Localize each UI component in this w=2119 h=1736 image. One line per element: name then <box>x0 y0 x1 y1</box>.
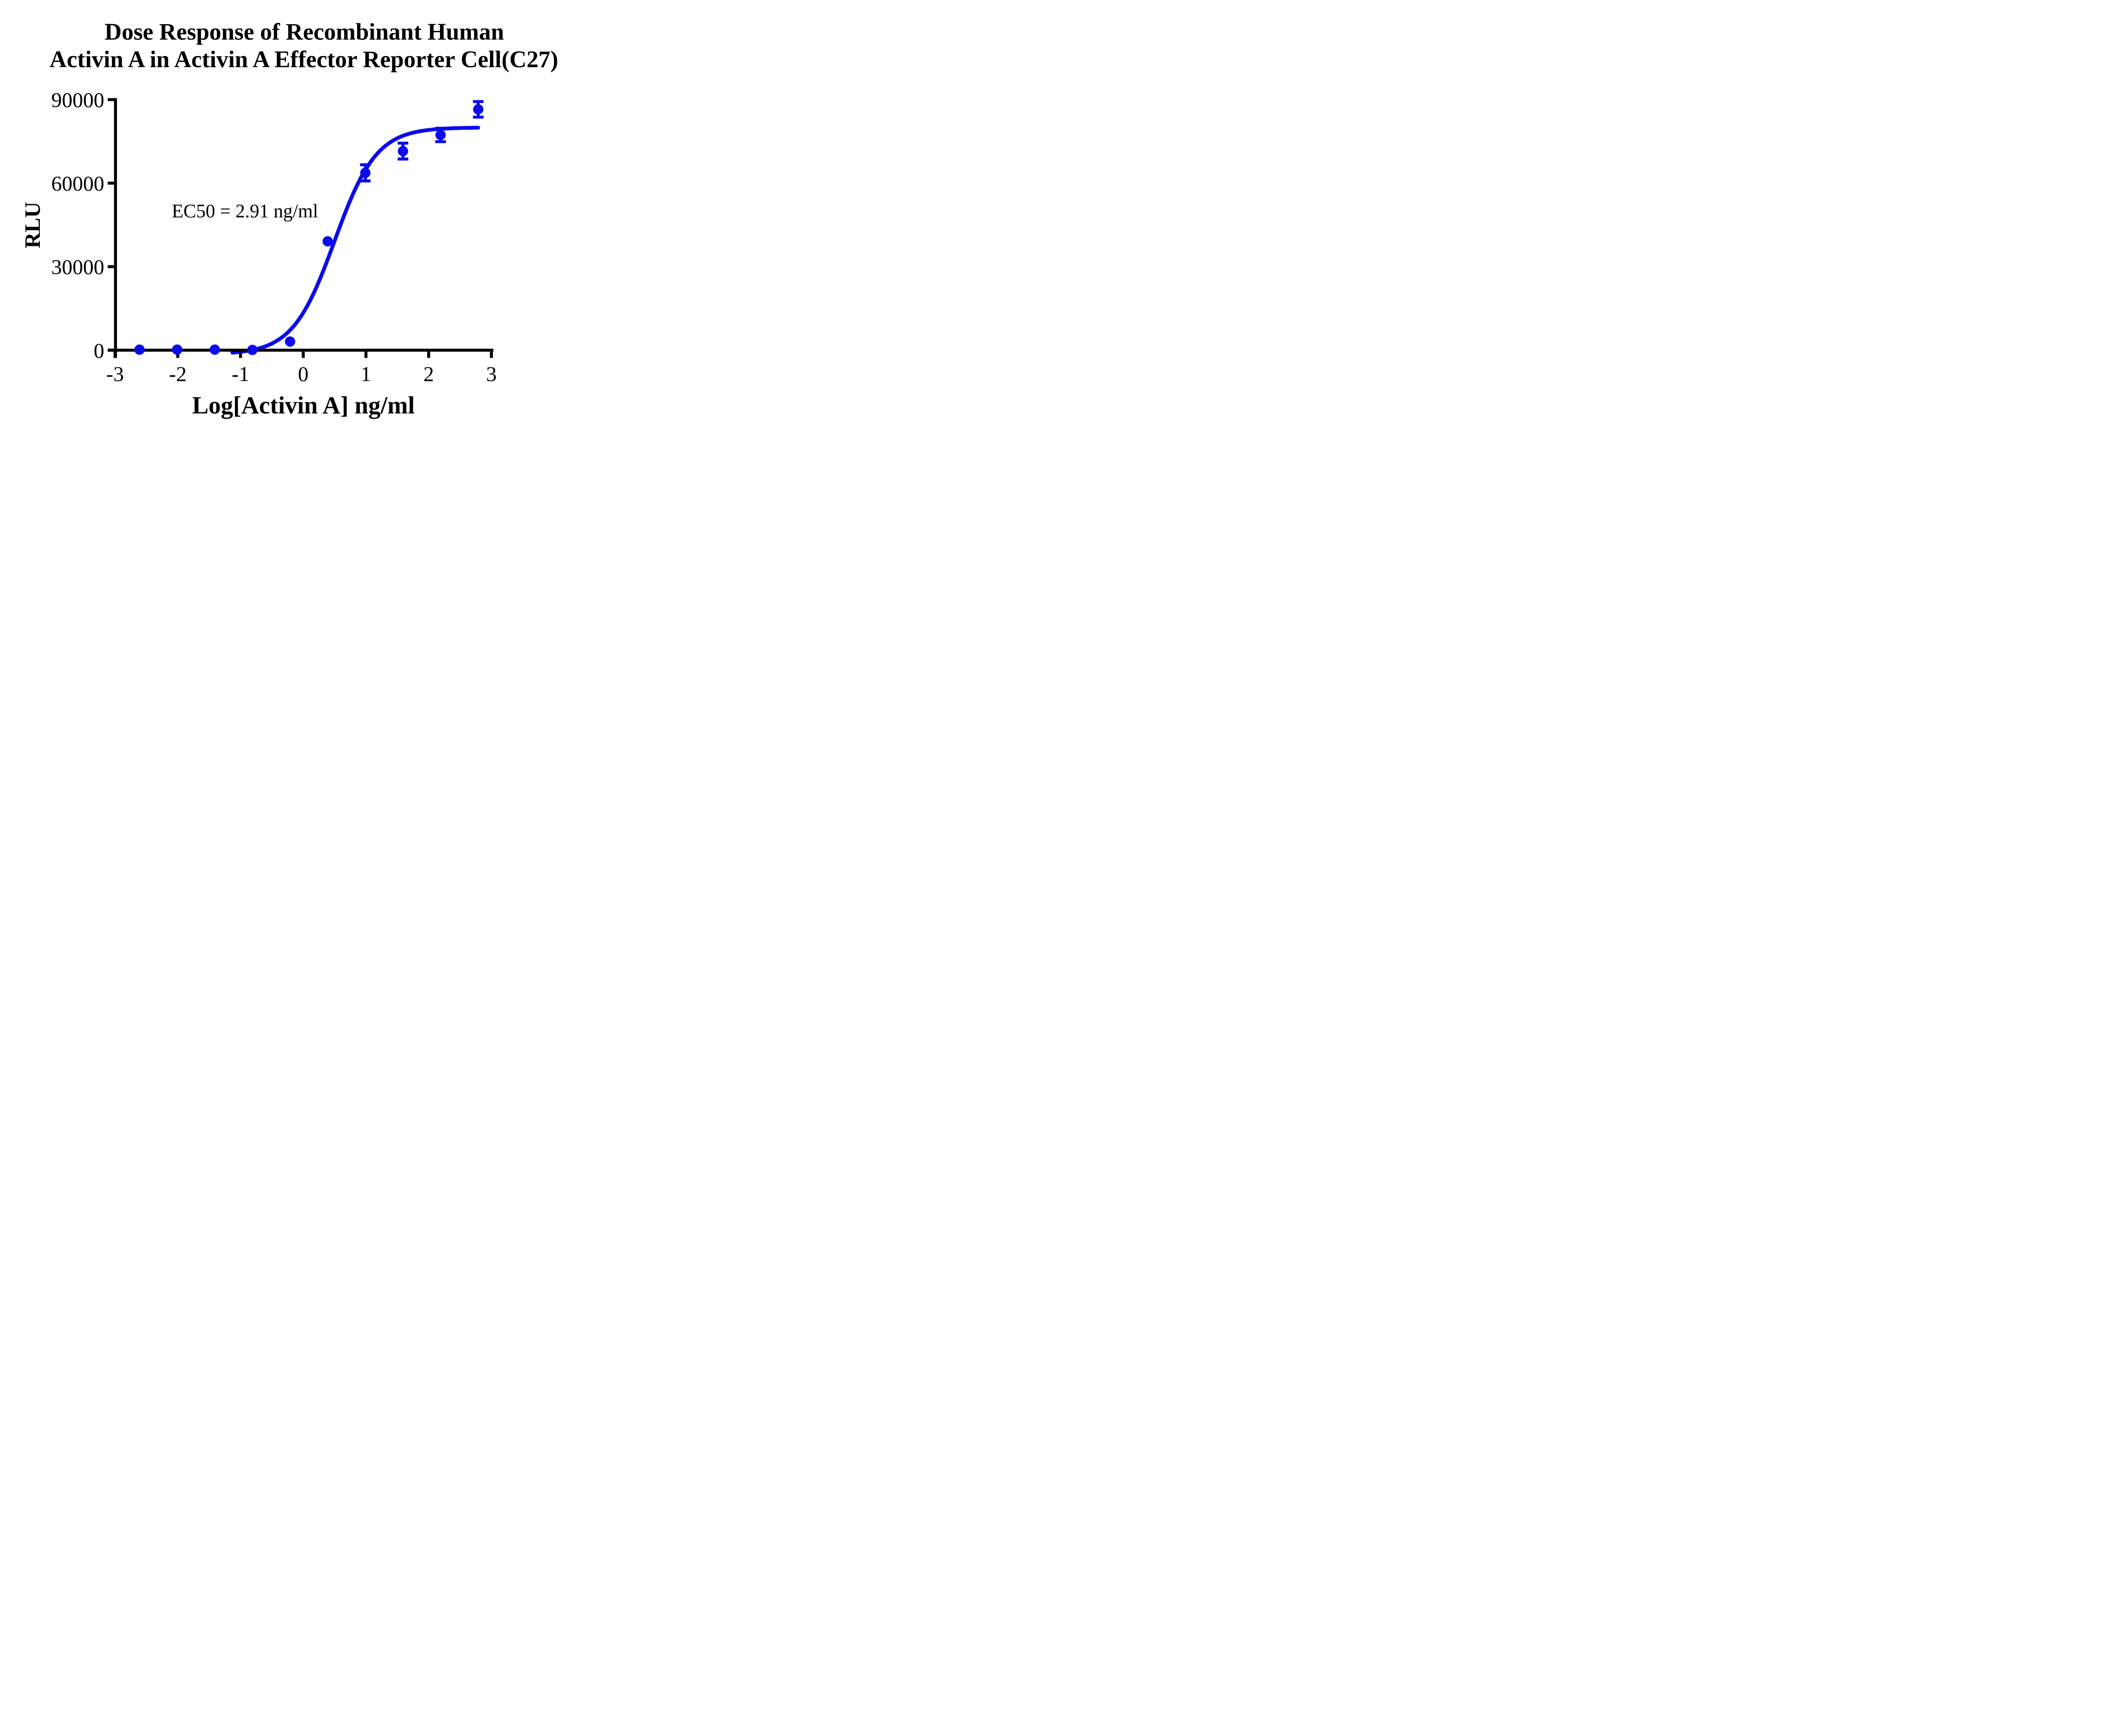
x-tick-label: -3 <box>106 362 124 386</box>
x-tick-label: -1 <box>232 362 250 386</box>
x-tick-label: -2 <box>169 362 187 386</box>
x-tick-label: 0 <box>298 362 309 386</box>
ec50-annotation: EC50 = 2.91 ng/ml <box>172 200 318 222</box>
chart-title-line2: Activin A in Activin A Effector Reporter… <box>50 47 558 73</box>
chart-title-line1: Dose Response of Recombinant Human <box>105 19 504 45</box>
data-point-marker <box>473 104 484 115</box>
data-point-marker <box>247 345 258 355</box>
data-point-marker <box>285 336 295 347</box>
data-point-marker <box>209 344 220 355</box>
x-tick-label: 2 <box>423 362 434 386</box>
x-axis-title: Log[Activin A] ng/ml <box>192 391 414 419</box>
data-point-marker <box>435 130 446 140</box>
data-point-marker <box>172 344 183 355</box>
chart-figure: -3 -2 -1 0 1 2 3 0 30000 60000 90000 Dose Response … <box>0 0 591 434</box>
y-tick-label: 30000 <box>51 255 104 279</box>
y-tick-label: 0 <box>94 339 104 362</box>
y-axis-title: RLU <box>21 202 45 248</box>
y-tick-label: 90000 <box>51 88 104 112</box>
data-point-marker <box>360 167 371 178</box>
data-point-marker <box>134 344 145 355</box>
data-point-marker <box>398 146 409 156</box>
x-tick-label: 1 <box>361 362 371 386</box>
fit-curve <box>230 125 480 355</box>
dose-response-chart: -3 -2 -1 0 1 2 3 0 30000 60000 90000 Dose Response … <box>21 19 558 419</box>
y-tick-label: 60000 <box>51 172 104 195</box>
x-tick-label: 3 <box>486 362 497 386</box>
data-point-marker <box>323 236 333 247</box>
